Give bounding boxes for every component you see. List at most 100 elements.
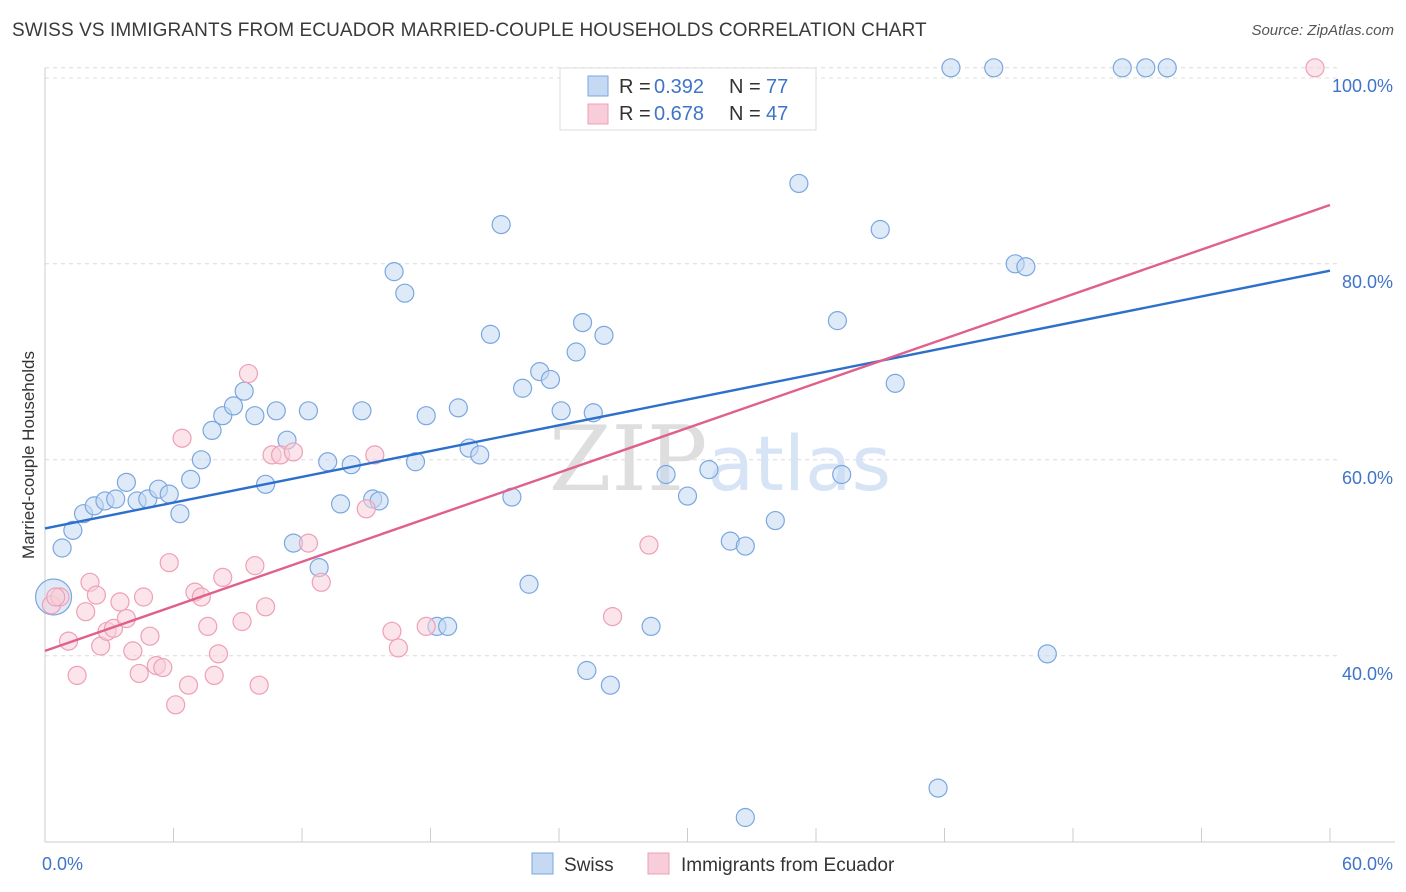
point-swiss (266, 401, 286, 421)
point-swiss (656, 464, 676, 485)
point-swiss (52, 538, 72, 558)
point-swiss (298, 401, 319, 421)
point-ecuador (123, 641, 143, 661)
point-ecuador (110, 592, 130, 612)
point-swiss (519, 574, 539, 594)
bottom-legend: Swiss Immigrants from Ecuador (531, 852, 895, 876)
trend-line-swiss (44, 269, 1331, 530)
point-swiss (470, 445, 490, 465)
point-swiss (352, 401, 372, 421)
point-swiss (577, 660, 597, 681)
point-swiss (641, 616, 661, 637)
axes (44, 68, 1395, 843)
point-ecuador (365, 445, 385, 465)
point-swiss (1157, 58, 1177, 78)
point-ecuador (67, 665, 87, 686)
point-swiss (572, 313, 593, 333)
point-ecuador (1305, 58, 1325, 78)
point-swiss (491, 215, 511, 235)
point-ecuador (602, 606, 623, 627)
point-ecuador (129, 663, 149, 684)
point-swiss (928, 778, 948, 798)
point-ecuador (153, 657, 173, 678)
point-ecuador (283, 442, 304, 462)
watermark-atlas: atlas (708, 419, 892, 508)
point-swiss (1016, 257, 1036, 277)
point-swiss (330, 494, 351, 514)
point-ecuador (298, 533, 319, 553)
legend-n-value-ecuador: 47 (766, 103, 788, 125)
data-points (34, 58, 1325, 828)
point-swiss (116, 472, 136, 492)
legend-n-label-swiss: N = (729, 76, 766, 98)
point-ecuador (198, 616, 218, 637)
point-swiss (395, 283, 415, 303)
point-swiss (405, 452, 426, 472)
point-swiss (600, 675, 621, 695)
y-tick-label: 40.0% (1342, 664, 1393, 684)
point-swiss (234, 381, 254, 401)
point-ecuador (208, 644, 229, 664)
point-swiss (827, 311, 848, 331)
legend-r-label-swiss: R = (619, 76, 656, 98)
point-swiss (63, 520, 83, 540)
y-tick-label: 60.0% (1342, 468, 1393, 488)
point-swiss (1136, 58, 1156, 78)
y-tick-label: 80.0% (1342, 272, 1393, 292)
point-ecuador (416, 616, 436, 637)
point-swiss (448, 398, 468, 418)
legend-n-value-swiss: 77 (766, 76, 788, 98)
point-ecuador (639, 535, 659, 555)
y-axis-label: Married-couple Households (19, 351, 38, 559)
point-swiss (540, 369, 561, 390)
point-swiss (677, 486, 698, 506)
trend-line-ecuador (44, 203, 1331, 653)
point-swiss (832, 464, 852, 485)
point-swiss (594, 325, 614, 345)
point-ecuador (76, 602, 96, 622)
point-swiss (202, 420, 222, 440)
legend-r-value-swiss: 0.392 (654, 76, 704, 98)
point-swiss (245, 406, 265, 426)
point-swiss (181, 469, 201, 489)
point-ecuador (232, 611, 252, 632)
x-tick-label: 0.0% (42, 854, 83, 874)
point-ecuador (133, 587, 154, 607)
point-ecuador (58, 631, 79, 651)
trend-lines (44, 203, 1331, 653)
grid-lines (45, 67, 1340, 657)
point-swiss (416, 406, 436, 426)
x-tick-labels: 0.0% 60.0% (42, 854, 1393, 874)
point-ecuador (245, 556, 265, 576)
point-swiss (170, 504, 190, 524)
point-swiss (512, 378, 533, 398)
source-credit: Source: ZipAtlas.com (1251, 22, 1394, 39)
point-swiss (885, 373, 905, 393)
point-swiss (106, 489, 126, 509)
chart-title: SWISS VS IMMIGRANTS FROM ECUADOR MARRIED… (12, 20, 927, 41)
point-swiss (870, 219, 890, 240)
point-ecuador (140, 626, 160, 646)
legend-swatch-ecuador (587, 103, 609, 125)
bottom-legend-swatch-ecuador (647, 852, 670, 875)
point-swiss (789, 173, 809, 194)
point-swiss (191, 450, 211, 470)
point-ecuador (159, 553, 179, 573)
point-ecuador (249, 675, 269, 695)
point-swiss (699, 460, 719, 480)
point-ecuador (213, 567, 233, 588)
point-swiss (1037, 644, 1057, 664)
bottom-legend-label-ecuador: Immigrants from Ecuador (681, 855, 895, 876)
point-ecuador (204, 665, 224, 686)
point-swiss (735, 807, 755, 828)
point-ecuador (388, 638, 408, 658)
y-tick-labels: 40.0% 60.0% 80.0% 100.0% (1332, 76, 1393, 684)
legend-r-value-ecuador: 0.678 (654, 103, 704, 125)
point-ecuador (172, 428, 192, 448)
legend-r-label-ecuador: R = (619, 103, 656, 125)
point-swiss (480, 324, 501, 344)
bottom-legend-swatch-swiss (531, 852, 554, 875)
legend-swatch-swiss (587, 75, 609, 97)
bottom-legend-label-swiss: Swiss (564, 855, 614, 876)
point-swiss (551, 401, 571, 421)
